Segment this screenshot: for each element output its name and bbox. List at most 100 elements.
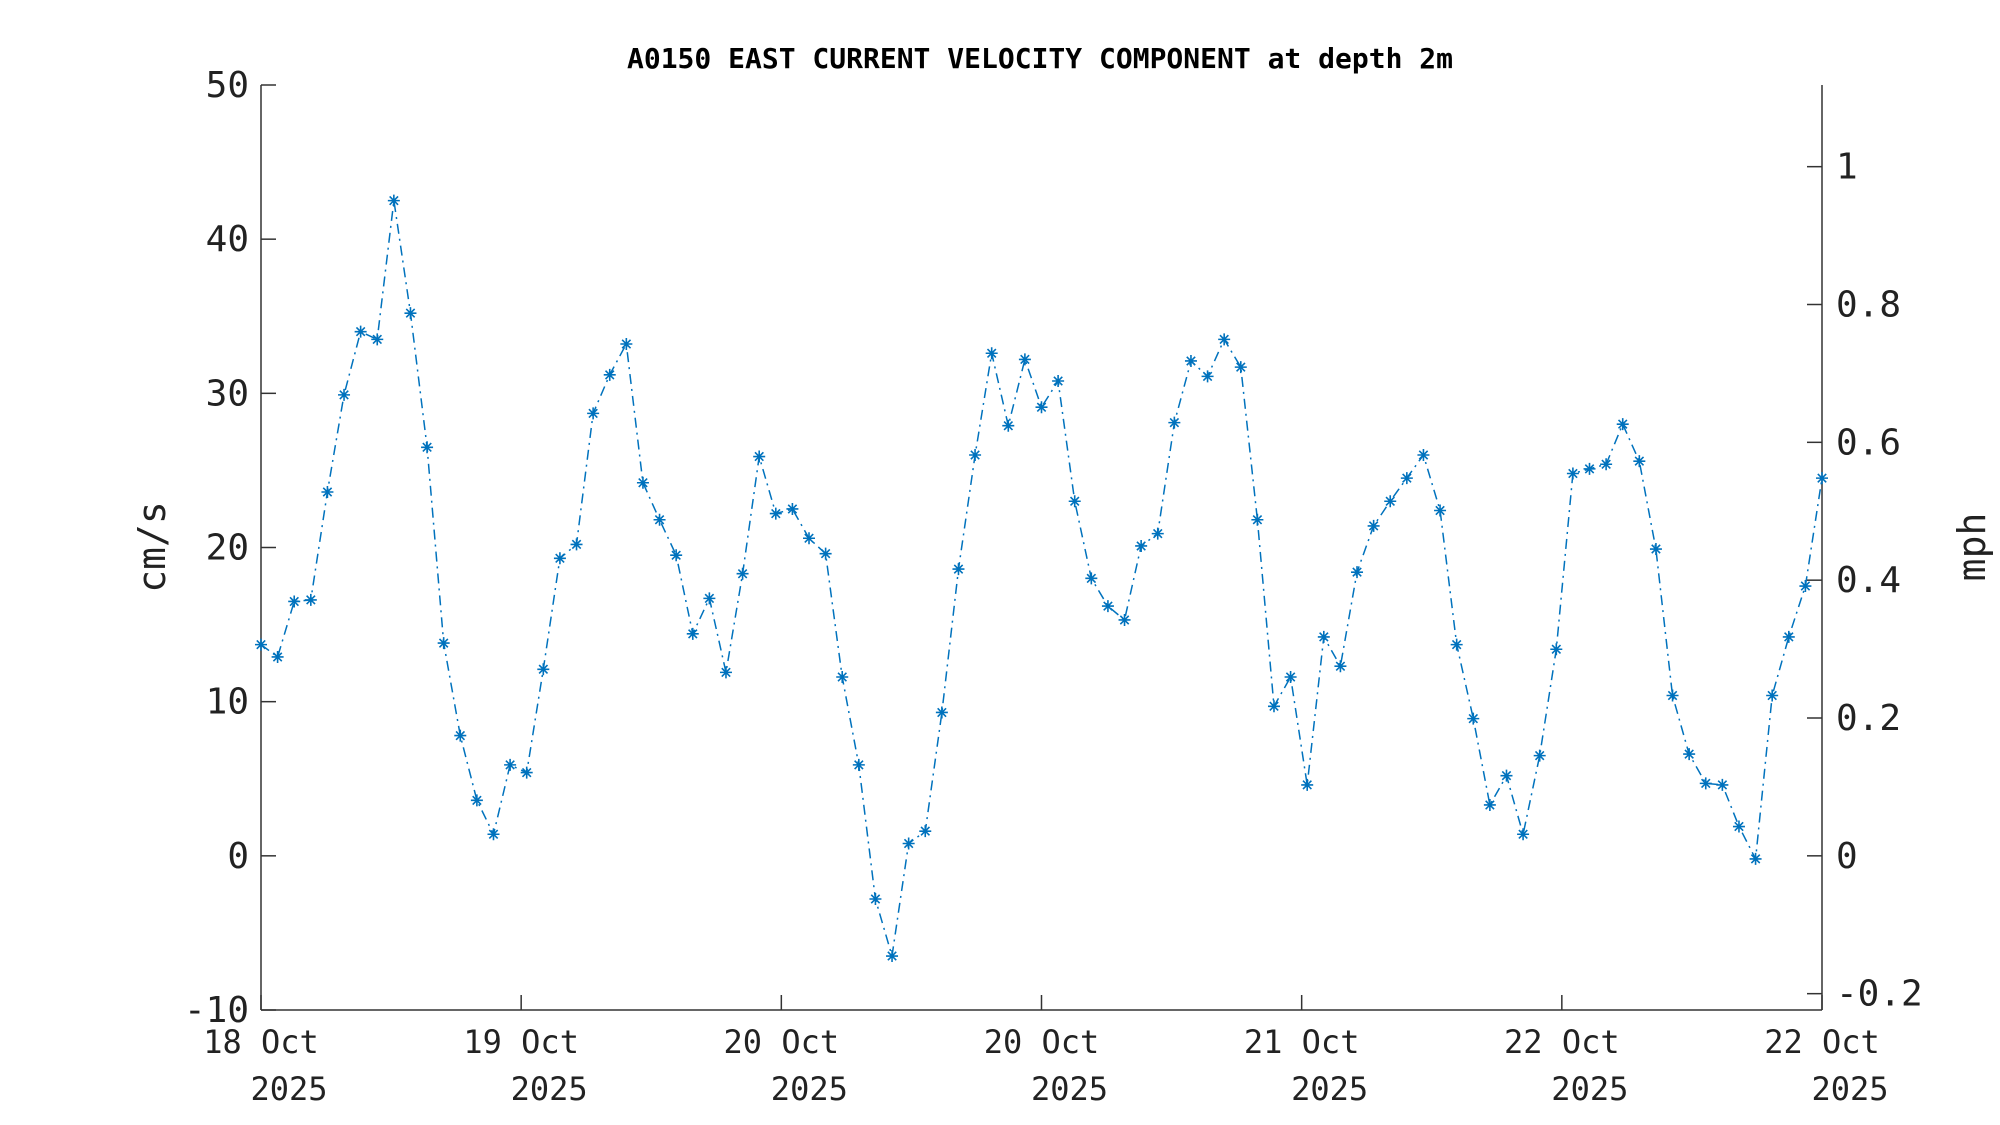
- data-point-marker: [1782, 630, 1795, 643]
- data-point-marker: [769, 507, 782, 520]
- data-point-marker: [1517, 828, 1530, 841]
- data-point-marker: [1351, 566, 1364, 579]
- x-tick-label-day: 22 Oct: [1504, 1023, 1620, 1061]
- data-point-marker: [1002, 419, 1015, 432]
- right-tick-label: 0.6: [1836, 422, 1901, 463]
- data-point-marker: [487, 828, 500, 841]
- x-tick-label-year: 2025: [1811, 1070, 1888, 1108]
- left-tick-label: 10: [206, 682, 249, 723]
- data-point-marker: [985, 347, 998, 360]
- data-point-marker: [1334, 660, 1347, 673]
- data-point-marker: [404, 307, 417, 320]
- data-point-marker: [1251, 513, 1264, 526]
- data-point-marker: [354, 325, 367, 338]
- data-point-marker: [1633, 455, 1646, 468]
- data-point-marker: [753, 450, 766, 463]
- left-y-axis-label: cm/s: [130, 501, 174, 593]
- data-point-marker: [1450, 638, 1463, 651]
- x-tick-label-day: 21 Oct: [1244, 1023, 1360, 1061]
- data-point-marker: [1184, 354, 1197, 367]
- data-point-marker: [1434, 504, 1447, 517]
- data-point-marker: [736, 567, 749, 580]
- data-point-marker: [437, 637, 450, 650]
- data-point-marker: [1135, 539, 1148, 552]
- data-point-marker: [255, 638, 267, 651]
- data-point-marker: [1367, 519, 1380, 532]
- left-tick-label: 40: [206, 219, 249, 260]
- left-tick-label: 0: [227, 836, 249, 877]
- data-point-marker: [1483, 798, 1496, 811]
- x-axis: 18 Oct 2025 19 Oct 2025 20 Oct 2025 20 Oct 2025…: [203, 995, 1889, 1108]
- data-point-marker: [1168, 416, 1181, 429]
- data-point-marker: [470, 794, 483, 807]
- data-point-marker: [786, 502, 799, 515]
- data-point-marker: [304, 593, 317, 606]
- data-point-marker: [803, 532, 816, 545]
- data-point-marker: [288, 595, 301, 608]
- right-tick-label: 0.2: [1836, 698, 1901, 739]
- data-point-marker: [1284, 671, 1297, 683]
- data-point-marker: [819, 547, 832, 560]
- data-point-marker: [587, 407, 600, 420]
- data-point-marker: [1649, 543, 1662, 556]
- data-point-marker: [1201, 370, 1214, 383]
- data-point-marker: [1566, 467, 1579, 480]
- data-point-marker: [371, 333, 384, 346]
- left-tick-label: 50: [206, 65, 249, 106]
- data-point-marker: [1301, 778, 1314, 791]
- data-point-marker: [1218, 333, 1231, 346]
- data-point-marker: [1085, 572, 1098, 585]
- right-tick-label: 1: [1836, 147, 1858, 188]
- data-point-marker: [1550, 643, 1563, 656]
- x-tick-label-year: 2025: [511, 1070, 588, 1108]
- data-point-marker: [852, 758, 865, 771]
- data-point-marker: [570, 538, 583, 551]
- data-point-marker: [537, 663, 550, 676]
- data-point-marker: [636, 476, 649, 489]
- data-point-marker: [670, 549, 683, 562]
- chart-title: A0150 EAST CURRENT VELOCITY COMPONENT at…: [627, 42, 1453, 75]
- data-point-marker: [703, 592, 716, 605]
- data-point-marker: [520, 766, 533, 779]
- data-point-marker: [1600, 458, 1613, 471]
- plot-area: [260, 85, 1823, 1011]
- series-east-velocity: [255, 194, 1828, 963]
- data-point-marker: [1400, 472, 1413, 485]
- data-point-marker: [1035, 401, 1048, 414]
- data-point-marker: [338, 388, 351, 401]
- data-point-marker: [1317, 630, 1330, 643]
- data-point-marker: [1500, 769, 1513, 782]
- data-point-marker: [421, 441, 434, 454]
- data-point-marker: [935, 706, 948, 719]
- data-point-marker: [1267, 700, 1280, 713]
- x-tick-label-year: 2025: [771, 1070, 848, 1108]
- data-point-marker: [1101, 600, 1114, 613]
- data-point-marker: [1616, 418, 1629, 431]
- right-tick-label: -0.2: [1836, 974, 1923, 1015]
- x-tick-label-day: 22 Oct: [1764, 1023, 1880, 1061]
- data-point-marker: [969, 449, 982, 461]
- right-tick-label: 0: [1836, 836, 1858, 877]
- x-tick-label-day: 20 Oct: [724, 1023, 840, 1061]
- x-tick-label-day: 20 Oct: [984, 1023, 1100, 1061]
- data-point-marker: [653, 513, 666, 526]
- data-point-marker: [553, 552, 566, 565]
- data-point-marker: [1816, 472, 1828, 485]
- data-point-marker: [686, 627, 699, 640]
- data-point-marker: [1749, 852, 1762, 865]
- data-point-marker: [836, 671, 849, 683]
- right-y-axis: -0.2 0 0.2 0.4 0.6 0.8 1: [1807, 147, 1923, 1015]
- data-point-marker: [1151, 527, 1164, 540]
- right-tick-label: 0.8: [1836, 284, 1901, 325]
- data-point-marker: [1384, 495, 1397, 508]
- left-tick-label: -10: [184, 990, 249, 1031]
- data-point-marker: [1766, 689, 1779, 702]
- data-point-marker: [1118, 613, 1131, 626]
- data-point-marker: [1699, 777, 1712, 790]
- data-point-marker: [1716, 778, 1729, 791]
- x-tick-label-year: 2025: [250, 1070, 327, 1108]
- data-point-marker: [454, 729, 467, 742]
- x-tick-label-year: 2025: [1031, 1070, 1108, 1108]
- x-tick-label-year: 2025: [1291, 1070, 1368, 1108]
